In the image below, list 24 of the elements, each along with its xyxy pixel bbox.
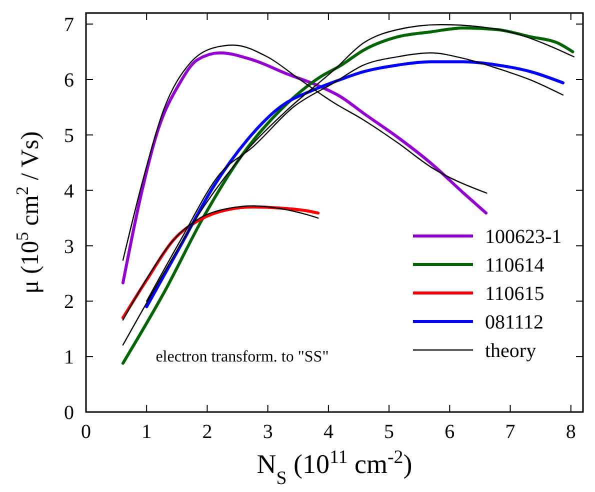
x-axis-title: N$_{S}$ (10$^{11}$ cm$^{-2}$) <box>256 446 412 488</box>
x-tick-label: 6 <box>444 421 455 443</box>
legend-label: 100623-1 <box>485 226 562 248</box>
x-tick-label: 0 <box>81 421 91 443</box>
y-tick-label: 5 <box>64 124 74 147</box>
y-tick-label: 4 <box>64 180 74 202</box>
x-tick-label: 4 <box>323 421 334 443</box>
legend-label: 110614 <box>485 254 544 276</box>
annotation: electron transform. to "SS" <box>156 348 329 366</box>
y-tick-label: 7 <box>64 14 74 36</box>
x-tick-label: 2 <box>202 421 212 443</box>
y-tick-label: 1 <box>64 346 74 369</box>
x-tick-label: 7 <box>505 421 516 443</box>
legend-label: 110615 <box>485 283 544 305</box>
y-tick-label: 6 <box>64 70 74 92</box>
x-tick-label: 5 <box>384 421 394 443</box>
x-tick-label: 8 <box>566 421 576 443</box>
x-tick-label: 1 <box>142 421 152 443</box>
y-tick-label: 3 <box>64 236 74 258</box>
y-tick-label: 2 <box>64 291 74 314</box>
legend-label: 081112 <box>485 312 544 334</box>
legend-label: theory <box>485 340 536 362</box>
x-tick-label: 3 <box>262 421 273 443</box>
y-tick-label: 0 <box>64 402 74 424</box>
